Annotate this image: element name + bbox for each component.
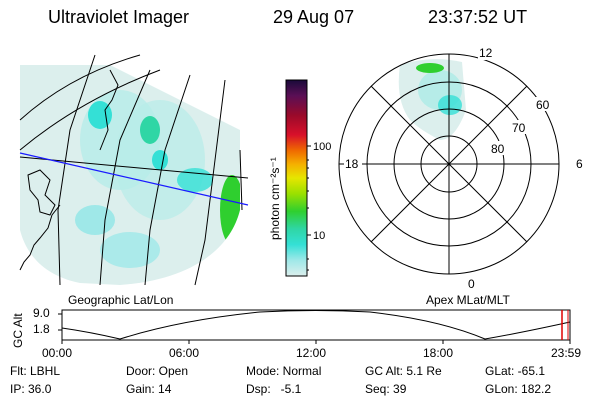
mlt-label-6: 6 [576, 157, 583, 171]
time-label: 23:37:52 UT [428, 7, 528, 27]
polar-image: 12 18 6 0 60 70 80 [338, 46, 584, 291]
geographic-image [19, 54, 249, 286]
lat-label-70: 70 [512, 121, 526, 135]
geo-panel-caption: Geographic Lat/Lon [68, 293, 174, 307]
date-label: 29 Aug 07 [273, 7, 355, 27]
status-mode: Mode: Normal [246, 364, 322, 378]
status-gc-alt: GC Alt: 5.1 Re [365, 364, 442, 378]
colorbar: 100 10 photon cm⁻²s⁻¹ [268, 79, 331, 277]
colorbar-tick-10: 10 [313, 230, 325, 242]
time-tick-1200: 12:00 [296, 346, 327, 360]
altitude-axis-label: GC Alt [11, 313, 25, 348]
altitude-tick-1-8: 1.8 [33, 322, 50, 336]
mlt-label-0: 0 [468, 277, 475, 291]
colorbar-unit-label: photon cm⁻²s⁻¹ [268, 157, 282, 240]
status-dsp: Dsp: -5.1 [246, 382, 302, 396]
altitude-tick-9: 9.0 [33, 306, 50, 320]
lat-label-60: 60 [536, 98, 550, 112]
status-gain: Gain: 14 [126, 382, 172, 396]
altitude-strip: GC Alt [11, 309, 571, 348]
status-door: Door: Open [126, 364, 189, 378]
time-tick-2359: 23:59 [551, 346, 582, 360]
lat-label-80: 80 [491, 142, 505, 156]
mlt-label-12: 12 [479, 46, 493, 60]
status-glat: GLat: -65.1 [485, 364, 546, 378]
status-flt: Flt: LBHL [10, 364, 61, 378]
time-tick-0600: 06:00 [169, 346, 200, 360]
instrument-title: Ultraviolet Imager [48, 7, 190, 27]
mlt-label-18: 18 [345, 157, 359, 171]
status-glon: GLon: 182.2 [485, 382, 552, 396]
status-seq: Seq: 39 [365, 382, 407, 396]
polar-panel-caption: Apex MLat/MLT [426, 293, 510, 307]
colorbar-tick-100: 100 [313, 141, 331, 153]
status-ip: IP: 36.0 [10, 382, 52, 396]
time-tick-1800: 18:00 [423, 346, 454, 360]
time-tick-0000: 00:00 [42, 346, 73, 360]
